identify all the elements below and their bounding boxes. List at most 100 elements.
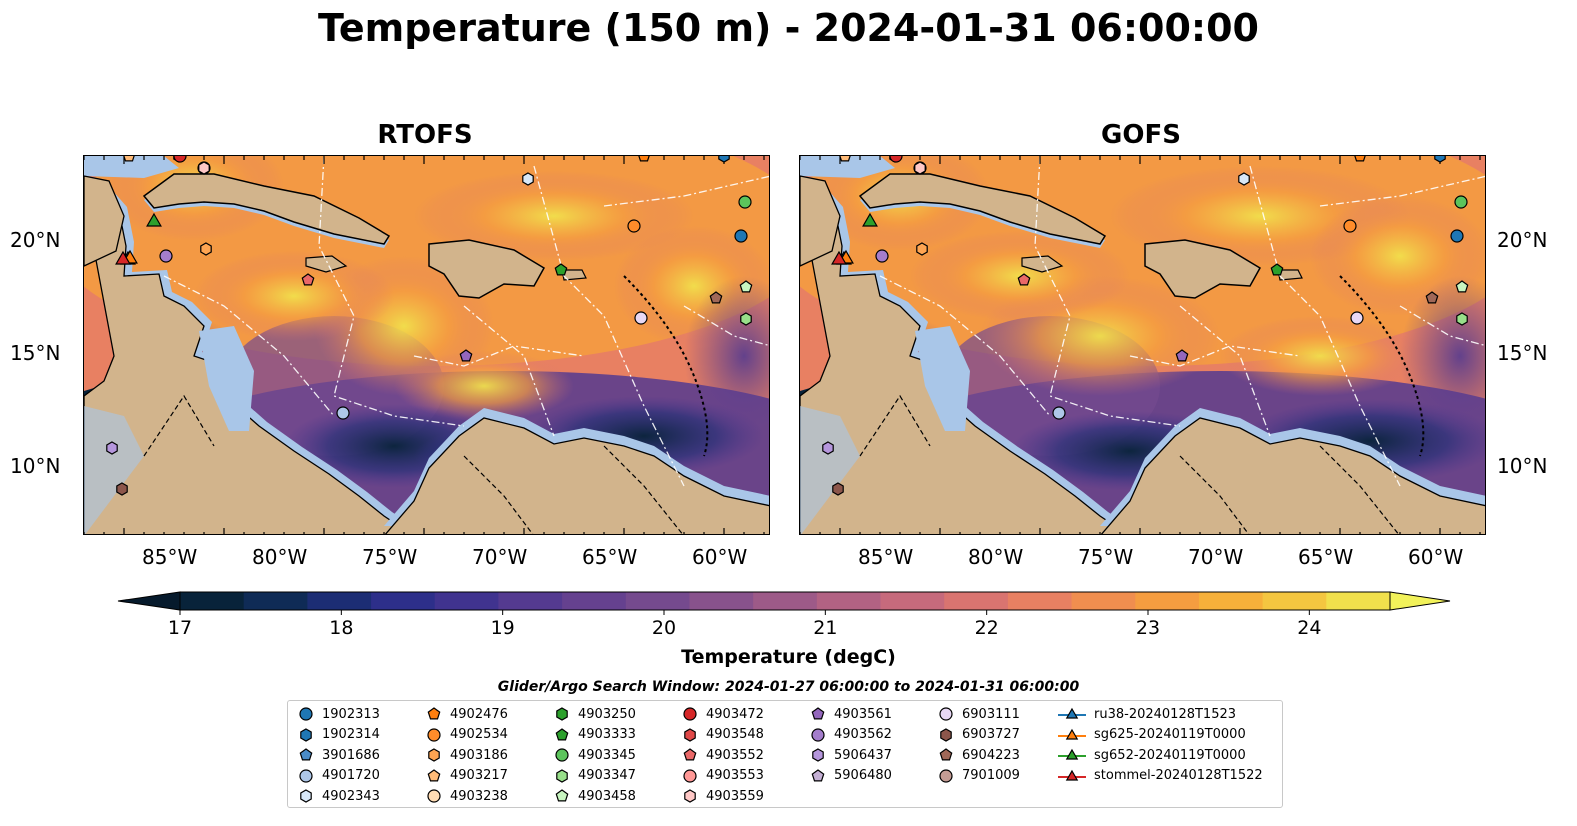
- colorbar-bin: [944, 592, 1009, 610]
- rtofs-platform-4903186[interactable]: [200, 242, 212, 256]
- gofs-platform-4903552[interactable]: [1017, 273, 1031, 286]
- rtofs-platform-4903458[interactable]: [739, 280, 753, 293]
- legend-item: 4903548: [682, 725, 764, 745]
- gofs-platform-4903458[interactable]: [1455, 280, 1469, 293]
- gofs-platform-4903559[interactable]: [914, 161, 926, 175]
- legend-item-label: 4903238: [450, 788, 508, 804]
- gofs-platform-4903333[interactable]: [1270, 263, 1284, 276]
- rtofs-platform-4903345[interactable]: [738, 195, 752, 209]
- gofs-glider-sg652-20240119T0000[interactable]: [862, 212, 878, 227]
- rtofs-platform-4903472[interactable]: [173, 156, 187, 163]
- rtofs-platform-4903347[interactable]: [740, 312, 752, 326]
- rtofs-platform-4903552[interactable]: [301, 273, 315, 286]
- legend-item: 5906480: [810, 766, 892, 786]
- legend-item-label: 3901686: [322, 747, 380, 763]
- lon-label-70w-right: 70°W: [1188, 545, 1244, 569]
- rtofs-platform-6903111[interactable]: [634, 311, 648, 325]
- colorbar-tick-label: 21: [813, 617, 837, 639]
- gofs-platform-1902313[interactable]: [1450, 229, 1464, 243]
- legend-item-label: 5906437: [834, 747, 892, 763]
- gofs-platform-5906437[interactable]: [822, 441, 834, 455]
- gofs-platform-4903561[interactable]: [1175, 349, 1189, 362]
- hexagon-marker-icon: [556, 768, 568, 783]
- legend-item: 1902314: [298, 725, 380, 745]
- rtofs-platform-4903561[interactable]: [459, 349, 473, 362]
- colorbar-bin: [1007, 592, 1073, 610]
- rtofs-platform-4901720[interactable]: [336, 406, 350, 420]
- gofs-platform-4903345[interactable]: [1454, 195, 1468, 209]
- legend-item-label: 1902313: [322, 706, 380, 722]
- rtofs-platform-5906437[interactable]: [106, 441, 118, 455]
- rtofs-platform-1902313[interactable]: [734, 229, 748, 243]
- rtofs-platform-4903333[interactable]: [554, 263, 568, 276]
- circle-marker-icon: [427, 727, 441, 742]
- gofs-platform-4901720[interactable]: [1052, 406, 1066, 420]
- gofs-platform-4902534[interactable]: [1343, 219, 1357, 233]
- gofs-platform-4902343[interactable]: [1238, 172, 1250, 186]
- legend-item: 4903238: [426, 786, 508, 806]
- legend-item-label: 4903553: [706, 768, 764, 783]
- legend-item: 4903561: [810, 704, 892, 724]
- legend-item: 6904223: [938, 745, 1020, 765]
- pentagon-marker-icon: [427, 707, 441, 720]
- legend-item: ru38-20240128T1523: [1058, 704, 1236, 724]
- pentagon-marker-icon: [299, 748, 313, 761]
- colorbar-tick-label: 22: [975, 617, 999, 639]
- legend-item: 4903553: [682, 766, 764, 786]
- gofs-map[interactable]: [799, 155, 1486, 535]
- circle-marker-icon: [939, 707, 953, 721]
- rtofs-platform-4903562[interactable]: [159, 249, 173, 263]
- legend-item-label: 4902534: [450, 727, 508, 742]
- colorbar-under-arrow: [117, 591, 181, 611]
- lon-label-60w-right: 60°W: [1408, 545, 1464, 569]
- lon-label-65w-left: 65°W: [582, 545, 638, 569]
- gofs-platform-6903727[interactable]: [832, 482, 844, 496]
- gofs-platform-4903562[interactable]: [875, 249, 889, 263]
- legend-item-label: 4902343: [322, 788, 380, 804]
- search-window-text: Glider/Argo Search Window: 2024-01-27 06…: [497, 679, 1080, 695]
- legend-item: sg652-20240119T0000: [1058, 745, 1246, 765]
- rtofs-platform-4902343[interactable]: [522, 172, 534, 186]
- pentagon-marker-icon: [683, 748, 697, 761]
- gofs-glider-stommel-20240128T1522[interactable]: [831, 250, 847, 265]
- gofs-platform-4903347[interactable]: [1456, 312, 1468, 326]
- rtofs-glider-stommel-20240128T1522[interactable]: [115, 250, 131, 265]
- lon-label-80w-left: 80°W: [252, 545, 308, 569]
- figure-title: Temperature (150 m) - 2024-01-31 06:00:0…: [317, 6, 1259, 50]
- gofs-platform-4903217[interactable]: [839, 156, 851, 162]
- colorbar-bin: [625, 592, 691, 610]
- lon-label-75w-left: 75°W: [362, 545, 418, 569]
- colorbar-tick-label: 18: [329, 617, 353, 639]
- rtofs-platform-4902476[interactable]: [638, 156, 650, 162]
- gofs-platform-1902314[interactable]: [1434, 156, 1446, 163]
- legend-item-label: 5906480: [834, 768, 892, 783]
- colorbar-tick-label: 19: [491, 617, 515, 639]
- rtofs-glider-sg652-20240119T0000[interactable]: [146, 212, 162, 227]
- lat-label-15n-right: 15°N: [1497, 341, 1548, 365]
- legend-item: 4903562: [810, 725, 892, 745]
- pentagon-marker-icon: [427, 768, 441, 781]
- legend: 1902313 1902314 3901686 4901720 4902343 49024…: [287, 700, 1283, 808]
- colorbar-tick-label: 24: [1297, 617, 1321, 639]
- legend-item-label: 4901720: [322, 768, 380, 783]
- legend-item: 4903559: [682, 786, 764, 806]
- rtofs-platform-6903727[interactable]: [116, 482, 128, 496]
- rtofs-platform-6904223[interactable]: [709, 291, 723, 304]
- rtofs-map[interactable]: [83, 155, 770, 535]
- gofs-platform-6904223[interactable]: [1425, 291, 1439, 304]
- gofs-platform-6903111[interactable]: [1350, 311, 1364, 325]
- rtofs-platform-4903559[interactable]: [198, 161, 210, 175]
- rtofs-platform-4902534[interactable]: [627, 219, 641, 233]
- rtofs-platform-4903217[interactable]: [123, 156, 135, 162]
- gofs-platform-4903186[interactable]: [916, 242, 928, 256]
- colorbar-bin: [816, 592, 882, 610]
- gofs-platform-4903472[interactable]: [889, 156, 903, 163]
- lon-label-75w-right: 75°W: [1078, 545, 1134, 569]
- gofs-platform-4902476[interactable]: [1354, 156, 1366, 162]
- legend-item: 6903111: [938, 704, 1020, 724]
- rtofs-platform-1902314[interactable]: [718, 156, 730, 163]
- legend-item-label: 4903458: [578, 788, 636, 804]
- colorbar-tick-label: 20: [652, 617, 676, 639]
- colorbar-bin: [1071, 592, 1136, 610]
- legend-item-label: 4903562: [834, 727, 892, 742]
